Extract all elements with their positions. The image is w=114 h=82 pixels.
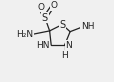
Text: S: S (59, 20, 65, 30)
Text: O: O (50, 1, 57, 10)
Text: N: N (65, 41, 71, 50)
Text: HN: HN (36, 41, 49, 50)
Text: H₂N: H₂N (16, 30, 33, 39)
Text: NH: NH (80, 22, 93, 31)
Text: S: S (41, 13, 48, 22)
Text: H: H (61, 51, 67, 60)
Text: O: O (37, 3, 44, 12)
